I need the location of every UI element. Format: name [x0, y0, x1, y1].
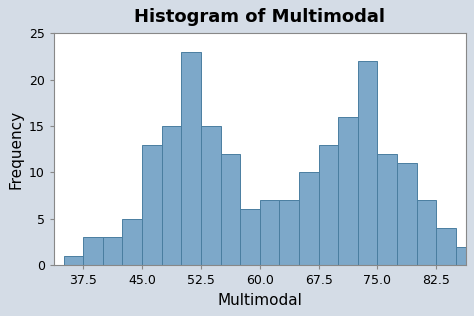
Bar [162, 126, 181, 265]
Bar [64, 256, 83, 265]
Y-axis label: Frequency: Frequency [9, 110, 23, 189]
Bar [299, 173, 319, 265]
Bar [260, 200, 279, 265]
Bar [181, 52, 201, 265]
X-axis label: Multimodal: Multimodal [217, 293, 302, 308]
Bar [338, 117, 358, 265]
Bar [122, 219, 142, 265]
Bar [417, 200, 436, 265]
Bar [220, 154, 240, 265]
Bar [358, 61, 377, 265]
Bar [201, 126, 220, 265]
Bar [319, 145, 338, 265]
Bar [436, 228, 456, 265]
Bar [142, 145, 162, 265]
Bar [279, 200, 299, 265]
Bar [456, 246, 474, 265]
Bar [83, 237, 103, 265]
Bar [377, 154, 397, 265]
Bar [397, 163, 417, 265]
Bar [240, 210, 260, 265]
Bar [103, 237, 122, 265]
Title: Histogram of Multimodal: Histogram of Multimodal [134, 8, 385, 26]
